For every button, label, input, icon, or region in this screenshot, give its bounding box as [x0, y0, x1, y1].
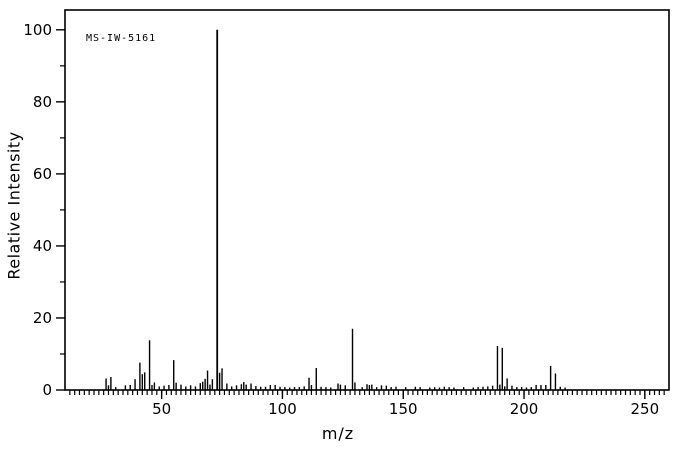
x-tick-label: 150	[389, 400, 418, 418]
x-axis-label: m/z	[321, 424, 355, 443]
x-tick-label: 100	[268, 400, 297, 418]
y-tick-label: 40	[33, 237, 52, 255]
x-tick-label: 200	[510, 400, 539, 418]
x-tick-label: 50	[152, 400, 171, 418]
x-tick-label: 250	[631, 400, 660, 418]
spectrum-id-annotation: MS-IW-5161	[86, 33, 157, 44]
y-axis-label: Relative Intensity	[4, 131, 24, 280]
y-tick-label: 80	[33, 93, 52, 111]
y-tick-label: 60	[33, 165, 52, 183]
y-tick-label: 100	[23, 21, 52, 39]
y-tick-label: 0	[42, 381, 52, 399]
y-tick-label: 20	[33, 309, 52, 327]
